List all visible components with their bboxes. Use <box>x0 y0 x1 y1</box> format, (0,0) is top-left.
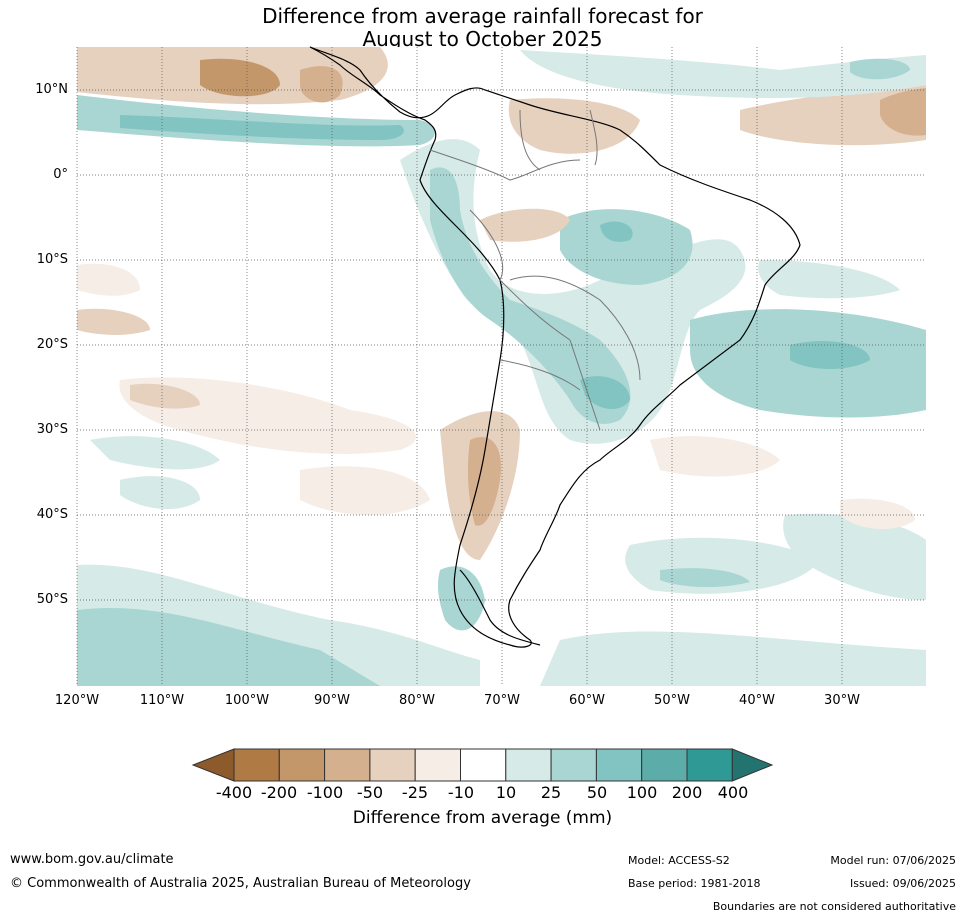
rainfall-anomaly-fields <box>77 47 926 686</box>
lat-label-0: 0° <box>53 167 68 182</box>
lon-label-50w: 50°W <box>654 693 690 708</box>
chart-title-line-2: August to October 2025 <box>362 27 603 51</box>
colorbar-tick: -25 <box>401 783 429 802</box>
lat-label-20s: 20°S <box>36 337 68 352</box>
lon-label-60w: 60°W <box>569 693 605 708</box>
lat-label-30s: 30°S <box>36 422 68 437</box>
lat-label-10s: 10°S <box>36 252 68 267</box>
chart-title-line-1: Difference from average rainfall forecas… <box>262 4 703 28</box>
colorbar-segment <box>278 748 326 782</box>
lat-label-50s: 50°S <box>36 592 68 607</box>
colorbar-extend-low <box>191 748 235 782</box>
colorbar-segment <box>595 748 643 782</box>
colorbar-segment <box>414 748 462 782</box>
colorbar-extend-high <box>731 748 774 782</box>
issued-date: Issued: 09/06/2025 <box>849 877 956 890</box>
colorbar-tick: 50 <box>586 783 608 802</box>
country-borders <box>429 109 641 431</box>
colorbar-segment <box>324 748 371 782</box>
colorbar-tick: 25 <box>540 783 562 802</box>
lat-label-40s: 40°S <box>36 507 68 522</box>
colorbar-tick: 400 <box>717 783 749 802</box>
website-url: www.bom.gov.au/climate <box>10 852 174 867</box>
colorbar-tick: -50 <box>356 783 384 802</box>
lon-label-30w: 30°W <box>824 693 860 708</box>
colorbar-tick: 100 <box>626 783 658 802</box>
base-period: Base period: 1981-2018 <box>628 877 761 890</box>
lon-label-90w: 90°W <box>314 693 350 708</box>
colorbar-tick: -100 <box>306 783 344 802</box>
coastlines <box>309 46 801 648</box>
lon-label-80w: 80°W <box>399 693 435 708</box>
model-run-date: Model run: 07/06/2025 <box>830 854 956 867</box>
colorbar-tick: -10 <box>447 783 475 802</box>
lon-label-100w: 100°W <box>224 693 270 708</box>
colorbar-title: Difference from average (mm) <box>352 808 613 828</box>
colorbar-segment <box>460 748 507 782</box>
colorbar-segment <box>686 748 733 782</box>
colorbar-segment <box>641 748 688 782</box>
copyright-text: © Commonwealth of Australia 2025, Austra… <box>10 876 471 891</box>
colorbar-segment <box>550 748 597 782</box>
gridlines <box>76 47 926 686</box>
lat-label-10n: 10°N <box>35 82 68 97</box>
lon-label-110w: 110°W <box>139 693 185 708</box>
lon-label-70w: 70°W <box>484 693 520 708</box>
lon-label-120w: 120°W <box>54 693 100 708</box>
colorbar-tick: 10 <box>495 783 517 802</box>
model-name: Model: ACCESS-S2 <box>628 854 730 867</box>
colorbar <box>191 748 774 782</box>
colorbar-tick: -200 <box>260 783 298 802</box>
colorbar-tick: 200 <box>671 783 703 802</box>
colorbar-tick: -400 <box>215 783 253 802</box>
colorbar-segment <box>233 748 280 782</box>
lon-label-40w: 40°W <box>739 693 775 708</box>
colorbar-segment <box>505 748 552 782</box>
colorbar-segment <box>369 748 416 782</box>
boundaries-disclaimer: Boundaries are not considered authoritat… <box>712 900 956 913</box>
